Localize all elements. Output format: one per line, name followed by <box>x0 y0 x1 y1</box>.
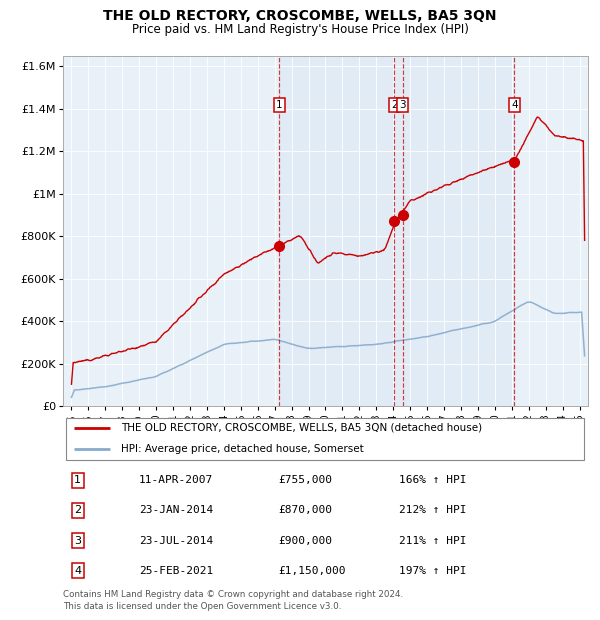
Text: THE OLD RECTORY, CROSCOMBE, WELLS, BA5 3QN: THE OLD RECTORY, CROSCOMBE, WELLS, BA5 3… <box>103 9 497 24</box>
Text: 1: 1 <box>276 100 283 110</box>
Text: 197% ↑ HPI: 197% ↑ HPI <box>399 566 467 576</box>
Text: 25-FEB-2021: 25-FEB-2021 <box>139 566 214 576</box>
Text: 2: 2 <box>391 100 398 110</box>
Text: 4: 4 <box>74 566 81 576</box>
Text: 1: 1 <box>74 475 81 485</box>
Text: 4: 4 <box>511 100 518 110</box>
Text: £755,000: £755,000 <box>278 475 332 485</box>
Text: Price paid vs. HM Land Registry's House Price Index (HPI): Price paid vs. HM Land Registry's House … <box>131 23 469 36</box>
Text: Contains HM Land Registry data © Crown copyright and database right 2024.
This d: Contains HM Land Registry data © Crown c… <box>63 590 403 611</box>
Text: 11-APR-2007: 11-APR-2007 <box>139 475 214 485</box>
Text: £870,000: £870,000 <box>278 505 332 515</box>
Text: 166% ↑ HPI: 166% ↑ HPI <box>399 475 467 485</box>
Text: 3: 3 <box>74 536 81 546</box>
FancyBboxPatch shape <box>65 418 584 459</box>
Bar <box>280 56 514 406</box>
Text: 3: 3 <box>400 100 406 110</box>
Text: 23-JAN-2014: 23-JAN-2014 <box>139 505 214 515</box>
Text: 211% ↑ HPI: 211% ↑ HPI <box>399 536 467 546</box>
Text: HPI: Average price, detached house, Somerset: HPI: Average price, detached house, Some… <box>121 445 364 454</box>
Text: £900,000: £900,000 <box>278 536 332 546</box>
Text: 23-JUL-2014: 23-JUL-2014 <box>139 536 214 546</box>
Text: 2: 2 <box>74 505 81 515</box>
Text: 212% ↑ HPI: 212% ↑ HPI <box>399 505 467 515</box>
Text: £1,150,000: £1,150,000 <box>278 566 346 576</box>
Text: THE OLD RECTORY, CROSCOMBE, WELLS, BA5 3QN (detached house): THE OLD RECTORY, CROSCOMBE, WELLS, BA5 3… <box>121 423 482 433</box>
